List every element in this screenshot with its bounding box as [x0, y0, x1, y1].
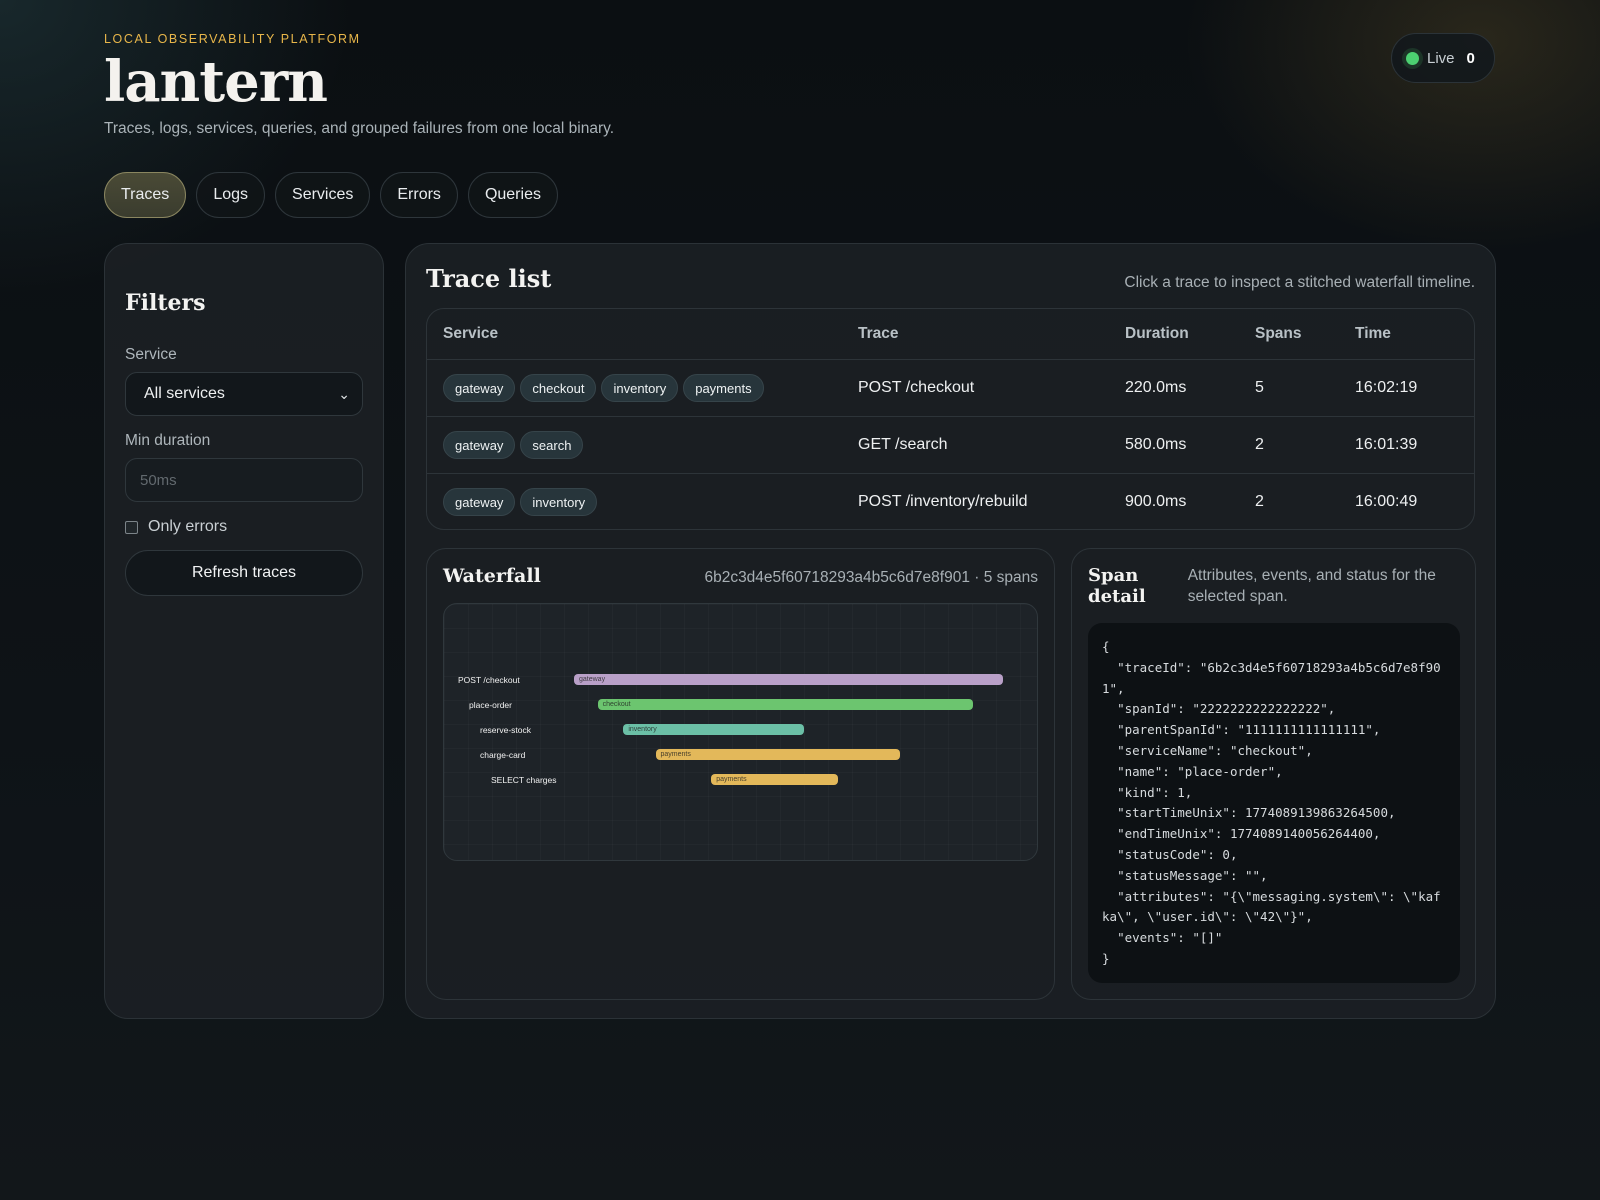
tab-traces[interactable]: Traces [104, 172, 187, 218]
filters-panel: Filters Service All services ⌄ Min durat… [104, 243, 384, 1019]
trace-list-hint: Click a trace to inspect a stitched wate… [1124, 274, 1475, 291]
waterfall-span-bar[interactable]: payments [711, 774, 838, 785]
only-errors-label: Only errors [148, 518, 228, 535]
traces-main-panel: Trace list Click a trace to inspect a st… [405, 243, 1496, 1019]
waterfall-meta: 6b2c3d4e5f60718293a4b5c6d7e8f901 · 5 spa… [704, 569, 1038, 586]
trace-duration: 220.0ms [1125, 379, 1187, 396]
trace-duration: 900.0ms [1125, 493, 1187, 510]
service-pill: gateway [443, 488, 516, 516]
filters-title: Filters [125, 290, 206, 316]
service-pills: gateway inventory [427, 488, 858, 516]
waterfall-span-bar[interactable]: checkout [597, 699, 973, 710]
waterfall-timeline: POST /checkout gateway place-order checkout… [443, 603, 1038, 861]
trace-duration: 580.0ms [1125, 436, 1187, 453]
span-json: { "traceId": "6b2c3d4e5f60718293a4b5c6d7… [1088, 623, 1460, 983]
service-pill: search [520, 431, 584, 459]
tab-services[interactable]: Services [275, 172, 371, 218]
trace-list-title: Trace list [426, 264, 552, 293]
trace-spans: 5 [1255, 379, 1264, 396]
table-header: Service Trace Duration Spans Time [427, 309, 1474, 359]
live-label: Live [1427, 49, 1455, 67]
service-pill: inventory [520, 488, 598, 516]
refresh-traces-button[interactable]: Refresh traces [125, 550, 363, 596]
service-select-value: All services [144, 385, 225, 402]
tab-logs[interactable]: Logs [196, 172, 266, 218]
trace-spans: 2 [1255, 493, 1264, 510]
trace-name: GET /search [858, 436, 948, 453]
table-row[interactable]: gateway search GET /search 580.0ms 2 16:… [427, 416, 1474, 473]
trace-time: 16:02:19 [1355, 379, 1418, 396]
subtitle: Traces, logs, services, queries, and gro… [104, 120, 615, 137]
min-duration-input[interactable]: 50ms [125, 458, 363, 502]
service-pills: gateway checkout inventory payments [427, 374, 858, 402]
service-pill: gateway [443, 431, 516, 459]
waterfall-span-bar[interactable]: payments [655, 749, 901, 760]
trace-name: POST /checkout [858, 379, 975, 396]
table-row[interactable]: gateway checkout inventory payments POST… [427, 359, 1474, 416]
service-label: Service [125, 346, 177, 363]
header: LOCAL OBSERVABILITY PLATFORM lantern Tra… [104, 32, 614, 138]
service-pills: gateway search [427, 431, 858, 459]
tab-errors[interactable]: Errors [380, 172, 458, 218]
service-select[interactable]: All services ⌄ [125, 372, 363, 416]
table-row[interactable]: gateway inventory POST /inventory/rebuil… [427, 473, 1474, 529]
live-dot-icon [1406, 51, 1419, 65]
span-detail-title: Span detail [1088, 565, 1146, 607]
col-duration: Duration [1125, 325, 1189, 342]
nav-tabs: Traces Logs Services Errors Queries [104, 172, 558, 218]
brand-title: lantern [104, 49, 328, 115]
waterfall-span-label: charge-card [480, 750, 526, 760]
eyebrow: LOCAL OBSERVABILITY PLATFORM [104, 32, 361, 46]
tab-queries[interactable]: Queries [467, 172, 558, 218]
waterfall-span-label: place-order [469, 700, 512, 710]
trace-table: Service Trace Duration Spans Time gatewa… [426, 308, 1475, 530]
span-detail-panel: Span detail Attributes, events, and stat… [1071, 548, 1476, 1000]
service-pill: gateway [443, 374, 516, 402]
live-count: 0 [1466, 49, 1475, 67]
trace-spans: 2 [1255, 436, 1264, 453]
service-pill: payments [683, 374, 764, 402]
live-indicator[interactable]: Live 0 [1391, 33, 1495, 83]
col-service: Service [443, 325, 499, 342]
span-detail-description: Attributes, events, and status for the s… [1187, 567, 1436, 605]
waterfall-span-label: reserve-stock [480, 725, 532, 735]
waterfall-span-label: SELECT charges [491, 775, 557, 785]
waterfall-span-label: POST /checkout [458, 675, 520, 685]
waterfall-panel: Waterfall 6b2c3d4e5f60718293a4b5c6d7e8f9… [426, 548, 1055, 1000]
waterfall-span-bar[interactable]: gateway [574, 674, 1003, 685]
service-pill: checkout [520, 374, 597, 402]
trace-name: POST /inventory/rebuild [858, 493, 1028, 510]
chevron-down-icon: ⌄ [338, 385, 350, 402]
col-time: Time [1355, 325, 1391, 342]
service-pill: inventory [601, 374, 679, 402]
trace-time: 16:00:49 [1355, 493, 1418, 510]
min-duration-label: Min duration [125, 432, 211, 449]
trace-time: 16:01:39 [1355, 436, 1418, 453]
col-trace: Trace [858, 325, 899, 342]
col-spans: Spans [1255, 325, 1302, 342]
waterfall-title: Waterfall [443, 565, 541, 587]
only-errors-checkbox[interactable] [125, 520, 138, 534]
waterfall-span-bar[interactable]: inventory [623, 724, 804, 735]
only-errors-row[interactable]: Only errors [125, 518, 363, 536]
